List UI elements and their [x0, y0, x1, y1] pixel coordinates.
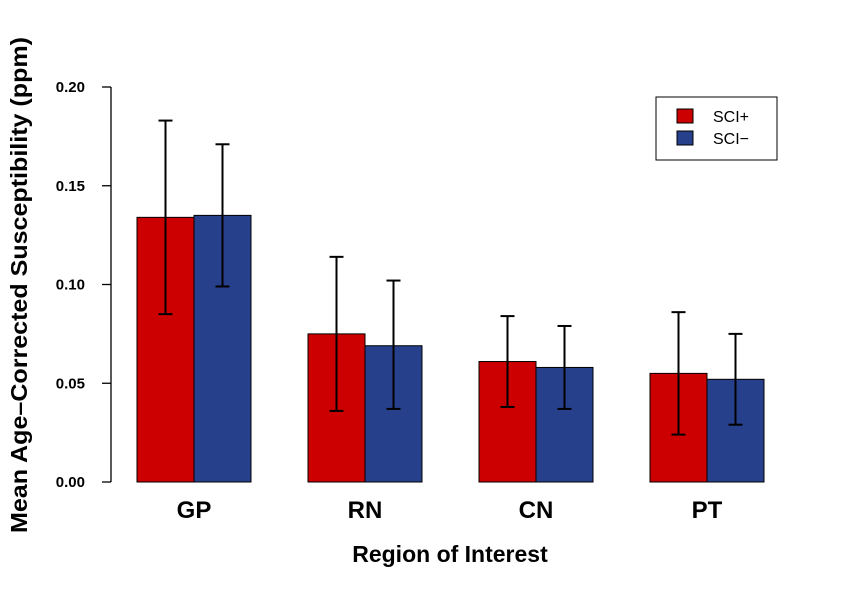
- y-tick-label: 0.10: [56, 277, 85, 294]
- category-label-gp: GP: [177, 497, 212, 524]
- legend-swatch: [676, 108, 694, 124]
- category-labels: GP RN CN PT: [177, 497, 723, 524]
- legend-label: SCI+: [713, 109, 749, 126]
- y-axis-title: Mean Age–Corrected Susceptibility (ppm): [6, 37, 32, 533]
- legend-swatch: [676, 130, 694, 146]
- bars: [136, 214, 765, 483]
- y-tick-label: 0.15: [56, 178, 85, 195]
- y-tick-label: 0.05: [56, 375, 85, 392]
- legend: SCI+ SCI−: [655, 96, 778, 161]
- category-label-cn: CN: [519, 497, 554, 524]
- category-label-rn: RN: [348, 497, 383, 524]
- error-bars: [158, 119, 743, 436]
- x-axis-title: Region of Interest: [352, 541, 548, 567]
- y-tick-label: 0.00: [56, 474, 85, 491]
- y-axis: 0.00 0.05 0.10 0.15 0.20: [56, 79, 112, 491]
- y-tick-label: 0.20: [56, 79, 85, 96]
- legend-label: SCI−: [713, 131, 749, 148]
- legend-box: [655, 96, 778, 161]
- category-label-pt: PT: [692, 497, 723, 524]
